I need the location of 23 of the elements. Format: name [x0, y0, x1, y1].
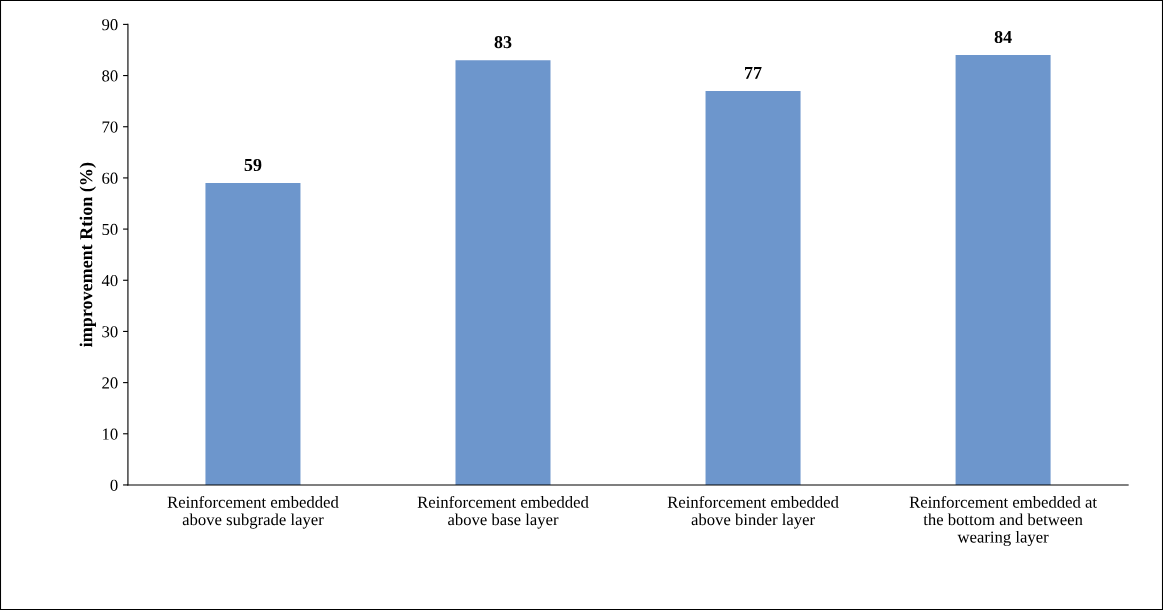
bar	[705, 90, 801, 485]
y-tick-label: 0	[110, 479, 118, 491]
data-label: 77	[745, 66, 762, 79]
data-label: 59	[244, 158, 262, 172]
data-label: 84	[994, 30, 1012, 44]
bar	[455, 60, 551, 485]
x-tick-label: Reinforcement embedded above binder layer	[667, 495, 839, 529]
x-tick-label: Reinforcement embedded at the bottom and between wearing layer	[909, 495, 1097, 547]
y-axis-title: improvement Rtion (%)	[79, 162, 96, 347]
x-tick-label: Reinforcement embedded above subgrade layer	[167, 495, 339, 529]
data-label: 83	[494, 36, 512, 49]
y-tick-label: 60	[102, 172, 118, 184]
y-tick-label: 70	[102, 121, 118, 133]
y-tick-label: 10	[103, 428, 118, 440]
x-tick-label: Reinforcement embedded above base layer	[417, 495, 589, 529]
bar	[955, 55, 1051, 485]
bar	[205, 183, 301, 485]
y-tick-label: 40	[101, 274, 118, 287]
y-tick-label: 20	[102, 377, 118, 389]
y-tick-label: 80	[102, 70, 118, 82]
y-tick-label: 90	[102, 19, 118, 31]
y-tick-label: 30	[102, 326, 118, 338]
y-tick-label: 50	[102, 223, 118, 236]
